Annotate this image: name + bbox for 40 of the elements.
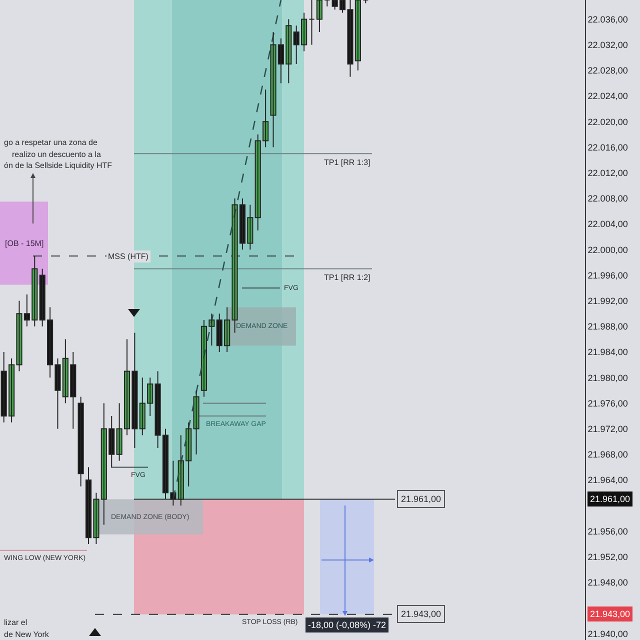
- annotation: lizar el: [4, 618, 28, 627]
- annotation: -18,00 (-0,08%) -72: [308, 620, 386, 630]
- ref-line-label: MSS (HTF): [108, 252, 149, 261]
- y-tick-label: 21.972,00: [588, 424, 628, 434]
- y-tick-label: 22.036,00: [588, 14, 628, 24]
- annotation: TP1 [RR 1:3]: [324, 158, 370, 167]
- y-tick-label: 21.964,00: [588, 475, 628, 486]
- ref-line-label: 21.961,00: [401, 494, 442, 504]
- annotation: ón de la Sellside Liquidity HTF: [4, 161, 112, 170]
- y-tick-label: 21.992,00: [588, 296, 628, 306]
- text: 21.961,00: [590, 494, 630, 504]
- annotation: realizo un descuento a la: [12, 150, 102, 159]
- y-tick-label: 22.012,00: [588, 168, 628, 178]
- y-tick-label: 21.984,00: [588, 347, 628, 358]
- candlestick: [308, 0, 315, 46]
- y-tick-label: 21.976,00: [588, 398, 628, 408]
- y-tick-label: 21.940,00: [588, 628, 628, 639]
- y-tick-label: 22.032,00: [588, 40, 628, 50]
- y-tick-label: 21.996,00: [588, 270, 628, 280]
- candlestick: [362, 0, 369, 4]
- y-tick-label: 21.988,00: [588, 322, 628, 332]
- y-tick-label: 21.956,00: [588, 526, 628, 536]
- annotation: TP1 [RR 1:2]: [324, 273, 370, 282]
- annotation: go a respetar una zona de: [4, 138, 98, 147]
- ref-line-label: 21.943,00: [401, 609, 442, 619]
- y-tick-label: 22.004,00: [588, 219, 628, 230]
- y-tick-label: 21.952,00: [588, 552, 628, 562]
- y-tick-label: 21.980,00: [588, 372, 628, 383]
- y-tick-label: 22.000,00: [588, 244, 628, 255]
- y-tick-label: 22.008,00: [588, 194, 628, 204]
- y-tick-label: 22.028,00: [588, 66, 628, 76]
- y-tick-label: 21.968,00: [588, 450, 628, 460]
- y-tick-label: 22.016,00: [588, 142, 628, 152]
- y-tick-label: 22.024,00: [588, 91, 628, 102]
- y-tick-label: 21.948,00: [588, 578, 628, 588]
- y-tick-label: 22.020,00: [588, 116, 628, 127]
- band-label: [OB - 15M]: [5, 239, 44, 248]
- candlestick: [324, 0, 330, 7]
- text: 21.943,00: [590, 609, 630, 619]
- annotation: de New York: [4, 630, 50, 639]
